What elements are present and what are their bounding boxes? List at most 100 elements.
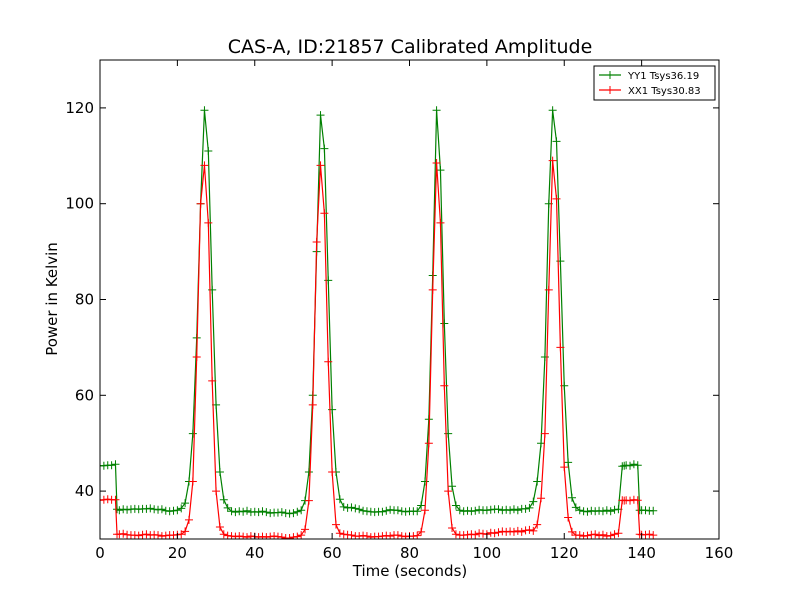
data-point — [219, 530, 228, 539]
data-point — [633, 461, 642, 470]
data-point — [204, 218, 213, 227]
data-point — [417, 501, 426, 510]
data-point — [513, 526, 522, 535]
y-tick-label: 120 — [65, 99, 94, 117]
data-point — [614, 529, 623, 538]
data-point — [633, 496, 642, 505]
data-point — [308, 400, 317, 409]
data-point — [192, 352, 201, 361]
data-point — [177, 504, 186, 513]
data-point — [157, 505, 166, 514]
data-point — [645, 530, 654, 539]
data-point — [223, 503, 232, 512]
legend-box — [593, 65, 716, 101]
data-point — [436, 218, 445, 227]
data-point — [420, 477, 429, 486]
data-point — [297, 506, 306, 515]
data-point — [548, 106, 557, 115]
data-point — [564, 513, 573, 522]
legend-entry: XX1 Tsys30.83 — [599, 86, 701, 97]
data-point — [393, 531, 402, 539]
legend-label: XX1 Tsys30.83 — [628, 86, 701, 97]
data-point — [304, 496, 313, 505]
x-tick-label: 100 — [473, 544, 502, 562]
data-point — [513, 506, 522, 515]
data-point — [111, 460, 120, 469]
data-point — [200, 161, 209, 170]
data-point — [564, 458, 573, 467]
data-point — [509, 505, 518, 514]
data-point — [471, 530, 480, 539]
data-point — [393, 506, 402, 515]
data-point — [196, 199, 205, 208]
data-point — [231, 508, 240, 517]
y-axis-label: Power in Kelvin — [43, 242, 61, 356]
y-tick-label: 100 — [65, 195, 94, 213]
data-point — [146, 504, 155, 513]
y-tick-label: 40 — [75, 482, 94, 500]
data-point — [320, 209, 329, 218]
data-point — [575, 531, 584, 539]
data-point — [243, 506, 252, 515]
legend: YY1 Tsys36.19 XX1 Tsys30.83 — [593, 65, 716, 101]
data-point — [188, 429, 197, 438]
x-tick-label: 40 — [245, 544, 264, 562]
data-point — [289, 509, 298, 518]
data-point — [509, 527, 518, 536]
data-point — [629, 460, 638, 469]
data-point — [301, 525, 310, 534]
data-point — [606, 507, 615, 516]
data-point — [567, 493, 576, 502]
data-point — [448, 523, 457, 532]
data-point — [111, 495, 120, 504]
data-point — [378, 507, 387, 516]
data-point — [533, 520, 542, 529]
data-point — [184, 515, 193, 524]
data-point — [331, 520, 340, 529]
data-point — [320, 144, 329, 153]
data-point — [312, 238, 321, 247]
x-tick-label: 0 — [95, 544, 105, 562]
data-point — [420, 506, 429, 515]
x-tick-label: 60 — [323, 544, 342, 562]
data-point — [277, 533, 286, 539]
data-point — [347, 503, 356, 512]
data-point — [494, 528, 503, 537]
data-point — [595, 531, 604, 539]
data-point — [285, 534, 294, 539]
data-point — [525, 525, 534, 534]
data-point — [540, 352, 549, 361]
data-point — [552, 137, 561, 146]
data-point — [188, 477, 197, 486]
data-point — [142, 530, 151, 539]
data-point — [200, 106, 209, 115]
data-point — [154, 531, 163, 539]
data-point — [115, 506, 124, 515]
data-point — [324, 357, 333, 366]
data-point — [432, 158, 441, 167]
data-point — [521, 504, 530, 513]
data-point — [626, 461, 635, 470]
data-point — [494, 505, 503, 514]
data-point — [540, 429, 549, 438]
data-point — [436, 166, 445, 175]
x-tick-label: 20 — [168, 544, 187, 562]
x-tick-label: 120 — [550, 544, 579, 562]
data-point — [258, 507, 267, 516]
data-point — [506, 506, 515, 515]
data-point — [537, 494, 546, 503]
y-tick-label: 80 — [75, 291, 94, 309]
data-point — [448, 482, 457, 491]
data-point — [173, 506, 182, 515]
data-point — [583, 531, 592, 539]
data-point — [529, 497, 538, 506]
data-point — [204, 147, 213, 156]
data-point — [432, 106, 441, 115]
data-point — [119, 529, 128, 538]
data-point — [533, 477, 542, 486]
data-point — [347, 531, 356, 539]
x-tick-label: 160 — [705, 544, 734, 562]
legend-label: YY1 Tsys36.19 — [627, 71, 699, 82]
